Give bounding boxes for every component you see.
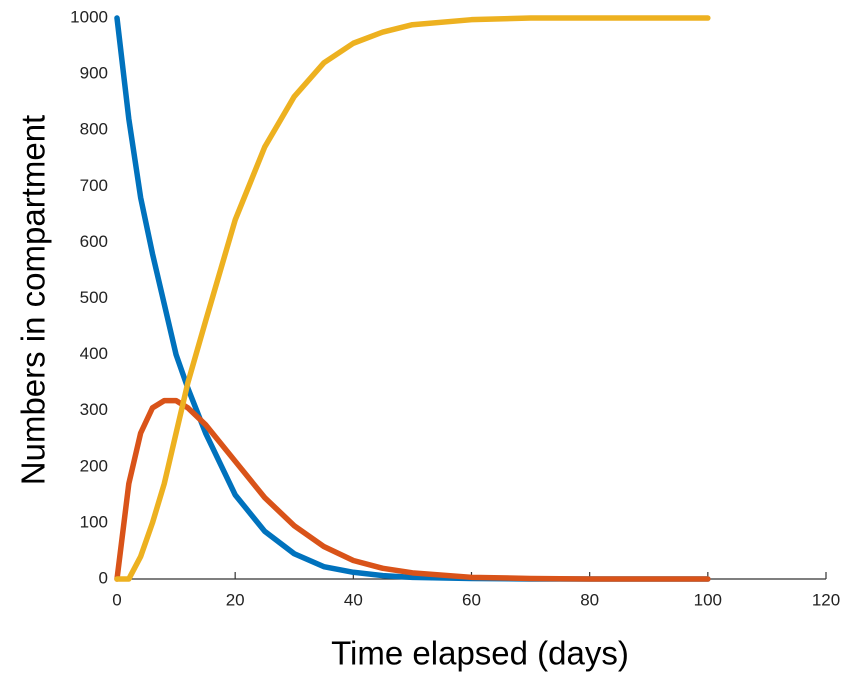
x-tick-label: 120 xyxy=(812,590,840,609)
y-tick-label: 0 xyxy=(99,568,108,587)
y-tick-label: 400 xyxy=(80,344,108,363)
x-tick-label: 20 xyxy=(226,590,245,609)
y-tick-label: 200 xyxy=(80,456,108,475)
x-tick-label: 0 xyxy=(112,590,121,609)
y-tick-label: 800 xyxy=(80,120,108,139)
x-axis-title: Time elapsed (days) xyxy=(331,635,629,672)
x-tick-label: 40 xyxy=(344,590,363,609)
y-axis-title: Numbers in compartment xyxy=(15,115,52,485)
y-tick-label: 900 xyxy=(80,64,108,83)
y-tick-label: 100 xyxy=(80,512,108,531)
series-line xyxy=(114,15,711,582)
y-tick-label: 700 xyxy=(80,176,108,195)
y-tick-label: 1000 xyxy=(70,7,108,26)
x-tick-label: 100 xyxy=(694,590,722,609)
y-tick-label: 600 xyxy=(80,232,108,251)
x-tick-label: 80 xyxy=(580,590,599,609)
series-line xyxy=(114,397,711,582)
y-tick-label: 500 xyxy=(80,288,108,307)
series-line xyxy=(114,15,711,582)
y-tick-label: 300 xyxy=(80,400,108,419)
x-tick-label: 60 xyxy=(462,590,481,609)
